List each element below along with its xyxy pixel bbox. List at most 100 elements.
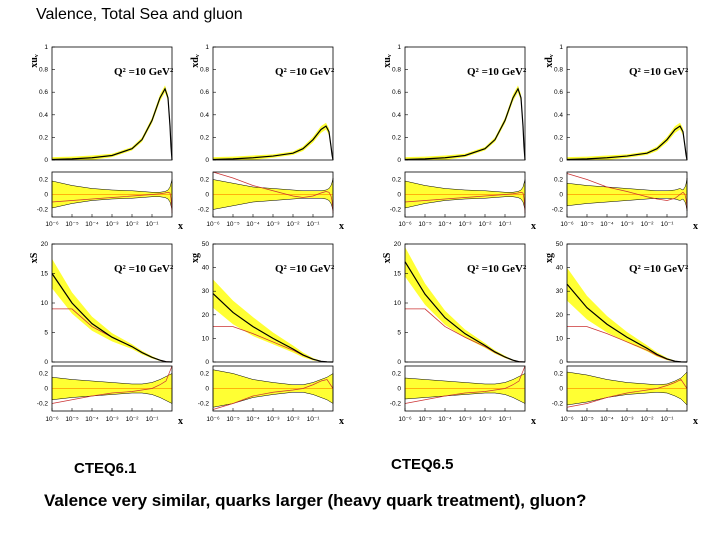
x-tick-label: 10⁻¹: [661, 221, 675, 228]
plot-frame: [212, 243, 334, 363]
y-tick-label: 0.6: [392, 89, 401, 96]
x-tick-label: 10⁻⁵: [65, 416, 79, 423]
reference-curve: [567, 326, 688, 363]
x-tick-label: 10⁻⁶: [398, 221, 412, 228]
q2-annotation: Q² =10 GeV²: [467, 66, 527, 78]
y-tick-label: 10: [41, 300, 49, 307]
y-tick-label: 20: [202, 312, 210, 319]
plot-frame: [566, 46, 688, 161]
page-title: Valence, Total Sea and gluon: [36, 6, 243, 23]
plot-frame: [566, 243, 688, 363]
x-tick-label: 10⁻⁴: [85, 221, 99, 228]
x-tick-label: 10⁻¹: [307, 416, 321, 423]
x-tick-label: 10⁻²: [641, 416, 655, 423]
y-tick-label: 0: [44, 157, 48, 164]
uncertainty-band: [213, 122, 333, 160]
x-tick-label: 10⁻⁵: [65, 221, 79, 228]
x-axis-label: x: [339, 416, 344, 427]
x-tick-label: 10⁻¹: [499, 416, 513, 423]
x-tick-label: 10⁻³: [106, 221, 120, 228]
uncertainty-band: [405, 246, 525, 362]
q2-annotation: Q² =10 GeV²: [275, 263, 335, 275]
x-tick-label: 10⁻⁴: [85, 416, 99, 423]
ratio-tick-label: -0.2: [552, 401, 564, 408]
y-tick-label: 20: [556, 312, 564, 319]
x-tick-label: 10⁻⁶: [45, 221, 59, 228]
ratio-tick-label: -0.2: [390, 401, 402, 408]
ratio-reference-curve: [404, 365, 526, 404]
y-tick-label: 0: [559, 157, 563, 164]
y-tick-label: 50: [556, 241, 564, 248]
y-tick-label: 5: [397, 330, 401, 337]
y-tick-label: 0: [397, 359, 401, 366]
panel-5: 20 15 10 5 0 xS Q² =10 GeV² 0.2 0 -0.2 10⁻⁶ 10⁻⁵ 10⁻…: [29, 241, 183, 427]
q2-annotation: Q² =10 GeV²: [629, 66, 689, 78]
y-tick-label: 10: [202, 335, 210, 342]
y-tick-label: 1: [44, 44, 48, 51]
ratio-tick-label: 0.2: [392, 177, 401, 184]
x-axis-label: x: [178, 221, 183, 232]
uncertainty-band: [405, 85, 525, 160]
ratio-tick-label: 0: [397, 192, 401, 199]
ratio-reference-curve: [404, 191, 526, 214]
ratio-reference-curve: [566, 379, 688, 408]
y-axis-label: xuᵥ: [382, 54, 393, 68]
y-axis-label: xS: [382, 252, 393, 263]
x-tick-label: 10⁻¹: [661, 416, 675, 423]
x-tick-label: 10⁻⁶: [206, 416, 220, 423]
x-tick-label: 10⁻¹: [146, 221, 160, 228]
panel-2: 1 0.8 0.6 0.4 0.2 0 xdᵥ Q² =10 GeV² 0.2 0 -0.2 10⁻⁶…: [190, 44, 344, 232]
x-tick-label: 10⁻²: [479, 416, 493, 423]
caption: Valence very similar, quarks larger (hea…: [44, 491, 587, 510]
x-axis-label: x: [178, 416, 183, 427]
y-tick-label: 30: [556, 288, 564, 295]
uncertainty-band: [52, 85, 172, 160]
y-tick-label: 0.8: [554, 67, 563, 74]
y-tick-label: 0.2: [200, 134, 209, 141]
ratio-reference-curve: [212, 171, 334, 214]
ratio-tick-label: 0: [397, 386, 401, 393]
y-axis-label: xdᵥ: [190, 54, 201, 68]
panel-7: 20 15 10 5 0 xS Q² =10 GeV² 0.2 0 -0.2 10⁻⁶ 10⁻⁵ 10⁻…: [382, 241, 536, 427]
ratio-tick-label: -0.2: [198, 401, 210, 408]
x-tick-label: 10⁻²: [126, 416, 140, 423]
x-axis-label: x: [339, 221, 344, 232]
y-tick-label: 0.8: [39, 67, 48, 74]
x-tick-label: 10⁻²: [287, 221, 301, 228]
x-tick-label: 10⁻⁶: [560, 416, 574, 423]
x-tick-label: 10⁻³: [459, 416, 473, 423]
uncertainty-band: [52, 258, 172, 362]
y-tick-label: 0.2: [554, 134, 563, 141]
x-tick-label: 10⁻⁴: [600, 416, 614, 423]
ratio-tick-label: 0: [559, 192, 563, 199]
ratio-tick-label: -0.2: [37, 207, 49, 214]
uncertainty-band: [567, 122, 687, 160]
x-tick-label: 10⁻²: [479, 221, 493, 228]
x-tick-label: 10⁻⁶: [45, 416, 59, 423]
ratio-reference-curve: [51, 365, 173, 404]
x-tick-label: 10⁻²: [126, 221, 140, 228]
x-axis-label: x: [531, 416, 536, 427]
x-tick-label: 10⁻⁴: [438, 416, 452, 423]
ratio-tick-label: 0.2: [554, 177, 563, 184]
y-tick-label: 0.8: [392, 67, 401, 74]
x-tick-label: 10⁻⁶: [398, 416, 412, 423]
central-curve: [566, 283, 688, 363]
x-tick-label: 10⁻¹: [146, 416, 160, 423]
plot-frame: [404, 243, 526, 363]
y-tick-label: 0: [397, 157, 401, 164]
label-cteq65: CTEQ6.5: [391, 456, 454, 473]
y-tick-label: 15: [41, 271, 49, 278]
q2-annotation: Q² =10 GeV²: [275, 66, 335, 78]
ratio-tick-label: -0.2: [198, 207, 210, 214]
y-tick-label: 40: [202, 265, 210, 272]
y-tick-label: 0: [205, 359, 209, 366]
plot-frame: [212, 46, 334, 161]
y-tick-label: 1: [205, 44, 209, 51]
y-tick-label: 15: [394, 271, 402, 278]
y-tick-label: 1: [559, 44, 563, 51]
y-axis-label: xg: [190, 253, 201, 263]
label-cteq61: CTEQ6.1: [74, 460, 137, 477]
ratio-tick-label: 0: [205, 386, 209, 393]
